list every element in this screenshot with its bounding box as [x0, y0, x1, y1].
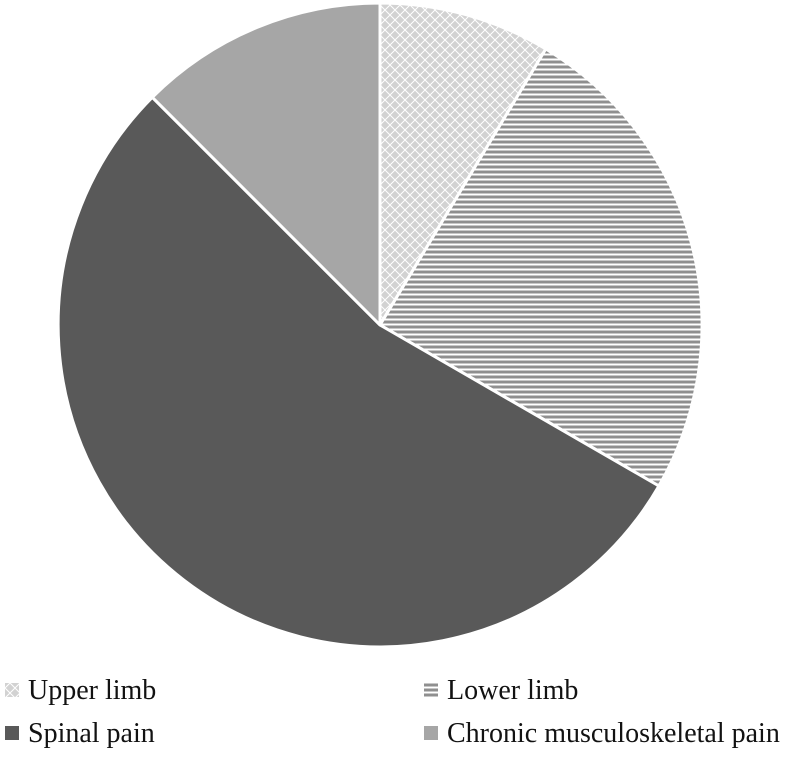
- legend-label: Upper limb: [28, 675, 157, 706]
- legend-label: Lower limb: [447, 675, 579, 706]
- legend-item-chronic-musculoskeletal-pain: Chronic musculoskeletal pain: [424, 718, 788, 748]
- pie-chart: [56, 1, 704, 649]
- legend-item-lower-limb: Lower limb: [424, 675, 788, 705]
- pie-slice-chronic-musculoskeletal-pain: [150, 1, 382, 327]
- pie-slice-upper-limb: [378, 1, 548, 327]
- legend-item-spinal-pain: Spinal pain: [0, 718, 424, 748]
- solid-dark-swatch-icon: [5, 726, 19, 740]
- legend-label: Chronic musculoskeletal pain: [447, 718, 780, 749]
- pie-slice-lower-limb: [378, 47, 704, 488]
- pie-chart-area: [56, 1, 704, 649]
- diamond-pattern-swatch-icon: [5, 683, 19, 697]
- stripe-pattern-swatch-icon: [424, 683, 438, 697]
- legend-item-upper-limb: Upper limb: [0, 675, 424, 705]
- chart-legend: Upper limb Lower limb Spinal pain Chroni…: [0, 671, 788, 752]
- legend-label: Spinal pain: [28, 718, 155, 749]
- solid-gray-swatch-icon: [424, 726, 438, 740]
- pie-slice-spinal-pain: [56, 95, 661, 649]
